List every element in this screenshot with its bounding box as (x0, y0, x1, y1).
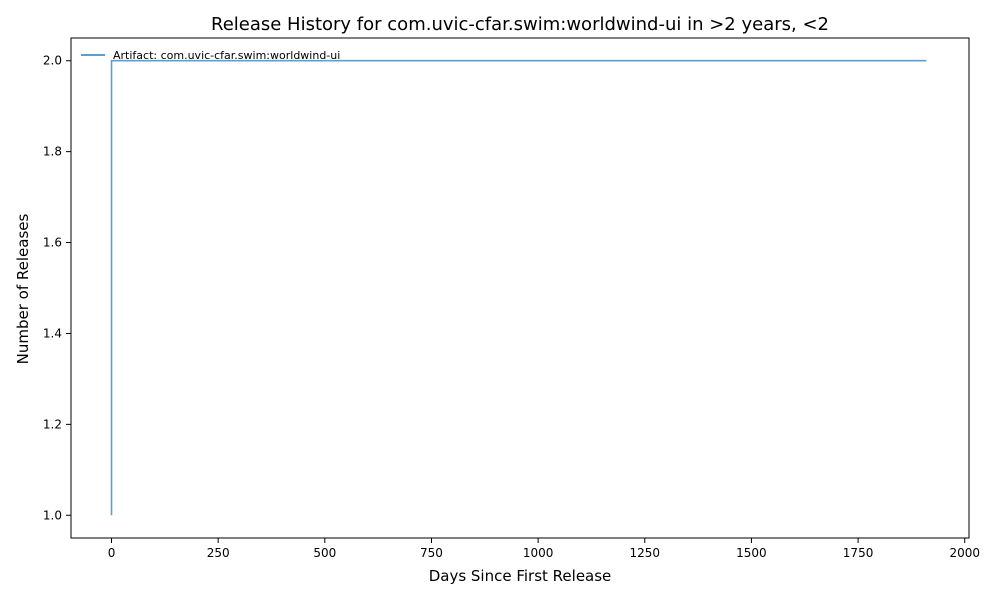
x-axis: 0 250 500 750 1000 1250 1500 1750 2000 (108, 538, 980, 560)
x-tick-label: 500 (313, 546, 336, 560)
legend-label: Artifact: com.uvic-cfar.swim:worldwind-u… (113, 49, 340, 62)
chart-title: Release History for com.uvic-cfar.swim:w… (211, 14, 829, 35)
x-tick-label: 1750 (843, 546, 874, 560)
series-group (110, 59, 927, 516)
x-tick-label: 2000 (949, 546, 980, 560)
x-axis-label: Days Since First Release (429, 567, 612, 585)
x-tick-label: 0 (108, 546, 116, 560)
x-tick-label: 1250 (630, 546, 661, 560)
series-line (110, 59, 927, 516)
x-tick-label: 250 (207, 546, 230, 560)
plot-area: 0 250 500 750 1000 1250 1500 1750 2000 1.0 1.2 1.4… (43, 37, 980, 560)
y-axis: 1.0 1.2 1.4 1.6 1.8 2.0 (43, 54, 71, 522)
plot-frame (70, 37, 970, 539)
x-tick-label: 1000 (523, 546, 554, 560)
legend: Artifact: com.uvic-cfar.swim:worldwind-u… (81, 49, 340, 62)
y-tick-label: 1.4 (43, 326, 62, 340)
x-tick-label: 750 (420, 546, 443, 560)
y-axis-label: Number of Releases (14, 213, 32, 364)
y-tick-label: 1.6 (43, 236, 62, 250)
x-tick-label: 1500 (736, 546, 767, 560)
y-tick-label: 1.2 (43, 417, 62, 431)
y-tick-label: 1.8 (43, 145, 62, 159)
y-tick-label: 1.0 (43, 508, 62, 522)
y-tick-label: 2.0 (43, 54, 62, 68)
